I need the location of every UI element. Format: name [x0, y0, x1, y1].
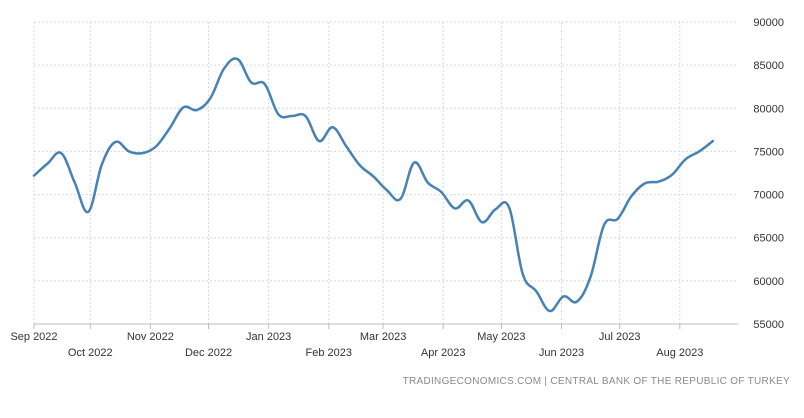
x-tick-label: Feb 2023	[306, 347, 352, 359]
y-tick-label: 80000	[753, 103, 784, 115]
y-tick-label: 55000	[753, 319, 784, 331]
source-attribution: TRADINGECONOMICS.COM | CENTRAL BANK OF T…	[402, 376, 790, 387]
series-line	[32, 57, 715, 313]
series-layer	[32, 57, 715, 313]
x-tick-label: Aug 2023	[656, 347, 703, 359]
grid-layer	[33, 21, 738, 325]
x-tick-label: Jan 2023	[246, 331, 291, 343]
x-tick-label: Dec 2022	[185, 347, 232, 359]
x-tick-label: Sep 2022	[10, 331, 57, 343]
axis-layer: 55000 60000 65000 70000 75000 80000 85000 90000…	[10, 17, 784, 359]
x-tick-label: Apr 2023	[421, 347, 466, 359]
x-tick-label: Jun 2023	[539, 347, 584, 359]
x-tick-label: Jul 2023	[599, 331, 641, 343]
x-tick-label: Mar 2023	[360, 331, 406, 343]
y-tick-label: 60000	[753, 276, 784, 288]
y-tick-label: 85000	[753, 60, 784, 72]
x-tick-label: May 2023	[477, 331, 525, 343]
x-tick-label: Nov 2022	[127, 331, 174, 343]
y-tick-label: 70000	[753, 190, 784, 202]
y-tick-label: 65000	[753, 233, 784, 245]
y-tick-label: 75000	[753, 146, 784, 158]
x-tick-label: Oct 2022	[68, 347, 113, 359]
y-tick-label: 90000	[753, 17, 784, 29]
